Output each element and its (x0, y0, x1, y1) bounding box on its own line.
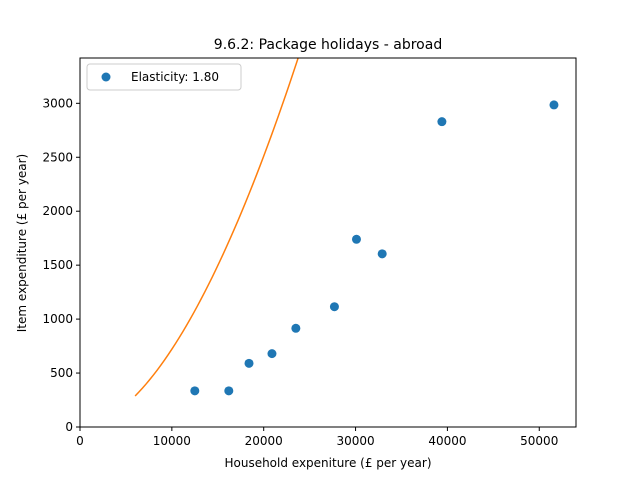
data-point (267, 349, 277, 359)
x-tick-label: 10000 (153, 434, 191, 448)
data-point (190, 386, 200, 396)
legend-box (86, 63, 242, 91)
data-point (224, 386, 234, 396)
x-tick-label: 30000 (336, 434, 374, 448)
y-tick-label: 3000 (42, 96, 73, 110)
y-tick-label: 500 (50, 366, 73, 380)
y-tick-label: 0 (65, 420, 73, 434)
x-axis-label: Household expeniture (£ per year) (224, 456, 431, 470)
data-point (351, 234, 361, 244)
legend-marker (101, 72, 111, 82)
y-axis-label: Item expenditure (£ per year) (15, 154, 29, 332)
data-point (377, 249, 387, 259)
chart-title: 9.6.2: Package holidays - abroad (214, 37, 442, 53)
fitted-curve (134, 58, 299, 397)
data-point (549, 100, 559, 110)
data-point (329, 302, 339, 312)
plot-area: 0 10000 20000 30000 40000 50000 0 500 1000 1500 20… (42, 57, 577, 448)
x-tick-label: 50000 (520, 434, 558, 448)
y-tick-label: 2000 (42, 204, 73, 218)
data-point (437, 117, 447, 127)
y-tick-label: 1000 (42, 312, 73, 326)
data-point (291, 323, 301, 333)
legend-label: Elasticity: 1.80 (131, 70, 219, 84)
x-tick-label: 0 (76, 434, 84, 448)
y-tick-label: 2500 (42, 150, 73, 164)
legend: Elasticity: 1.80 (86, 63, 242, 91)
x-tick-label: 20000 (245, 434, 283, 448)
x-tick-label: 40000 (428, 434, 466, 448)
y-tick-label: 1500 (42, 258, 73, 272)
axes-frame (79, 57, 577, 428)
data-point (244, 358, 254, 368)
